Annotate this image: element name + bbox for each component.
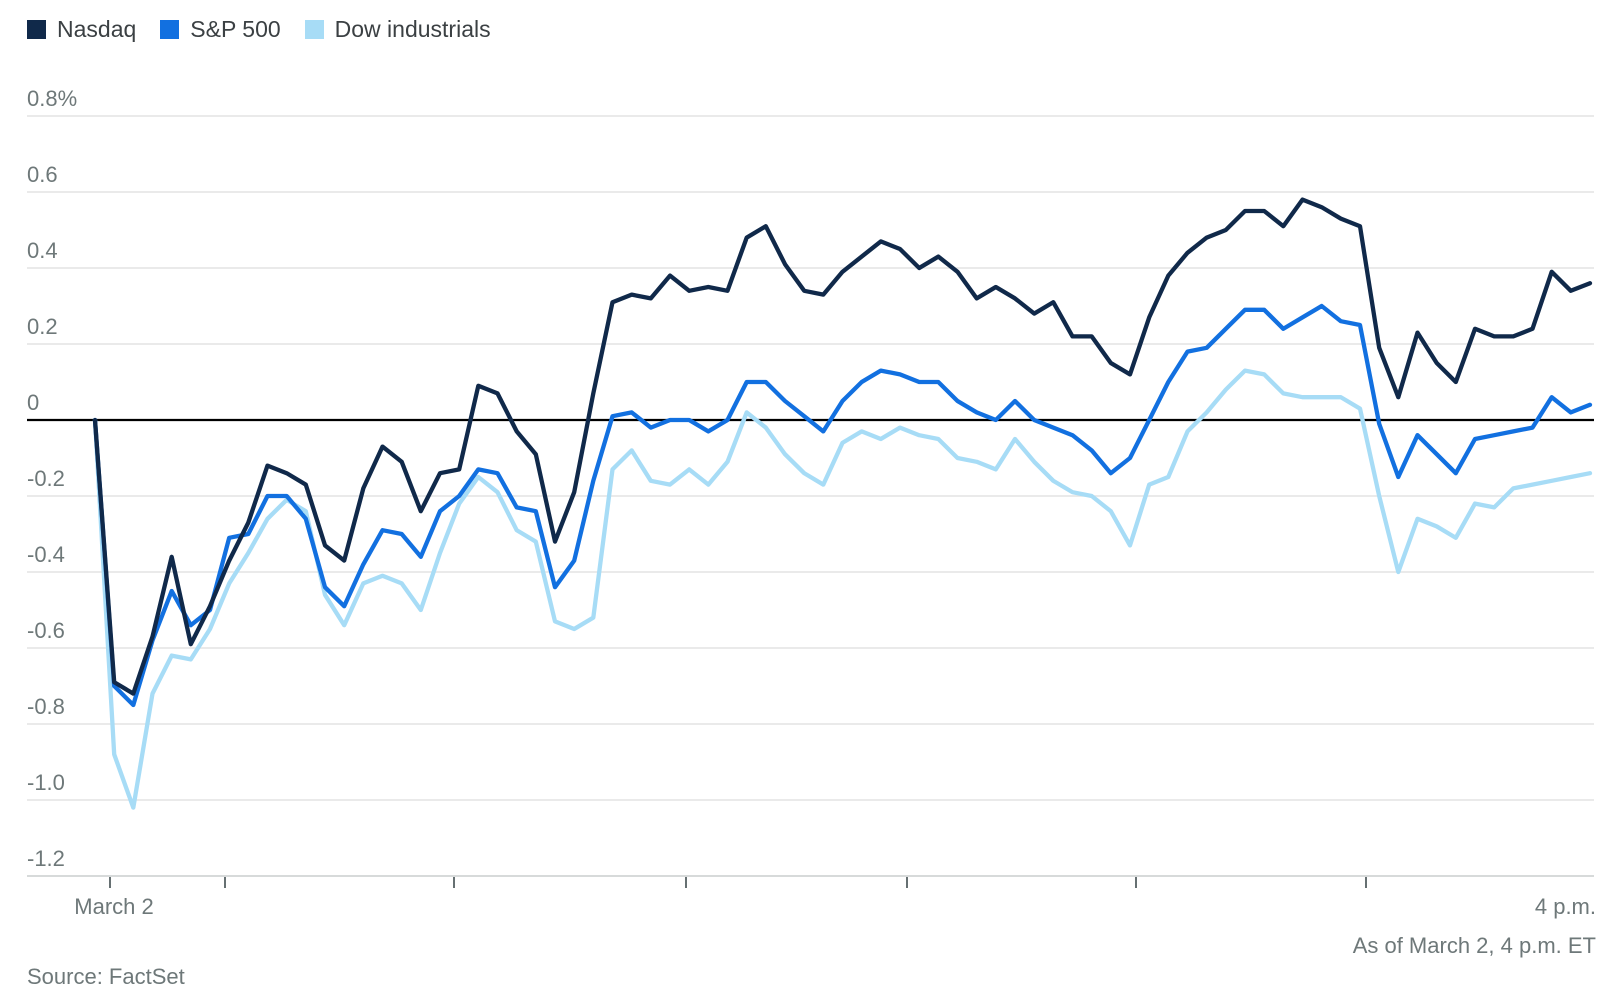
y-axis-label: -0.6: [27, 618, 65, 643]
chart-legend: Nasdaq S&P 500 Dow industrials: [27, 16, 515, 43]
y-axis-label: -1.0: [27, 770, 65, 795]
y-axis-label: -0.2: [27, 466, 65, 491]
legend-item-dow: Dow industrials: [304, 16, 491, 43]
y-axis-label: -0.8: [27, 694, 65, 719]
legend-swatch-nasdaq: [27, 20, 46, 39]
y-axis-label: 0.2: [27, 314, 58, 339]
legend-item-nasdaq: Nasdaq: [27, 16, 136, 43]
source-note: Source: FactSet: [27, 964, 185, 989]
y-axis-label: -1.2: [27, 846, 65, 871]
legend-label-nasdaq: Nasdaq: [57, 16, 137, 42]
y-axis-label: 0.6: [27, 162, 58, 187]
legend-item-sp500: S&P 500: [160, 16, 281, 43]
y-axis-label: 0.4: [27, 238, 58, 263]
legend-label-sp500: S&P 500: [190, 16, 281, 42]
series-line-dow-industrials: [92, 368, 1593, 810]
y-axis-label: 0.8%: [27, 86, 78, 111]
series-line-nasdaq: [92, 197, 1593, 696]
y-axis-label: 0: [27, 390, 40, 415]
legend-swatch-sp500: [160, 20, 180, 39]
as-of-note: As of March 2, 4 p.m. ET: [1352, 933, 1596, 958]
x-axis-label-end: 4 p.m.: [1534, 894, 1596, 919]
legend-swatch-dow: [304, 20, 324, 39]
x-axis-label-start: March 2: [74, 894, 154, 919]
legend-label-dow: Dow industrials: [334, 16, 491, 42]
y-axis-label: -0.4: [27, 542, 65, 567]
series-line-s-p-500: [92, 303, 1593, 708]
